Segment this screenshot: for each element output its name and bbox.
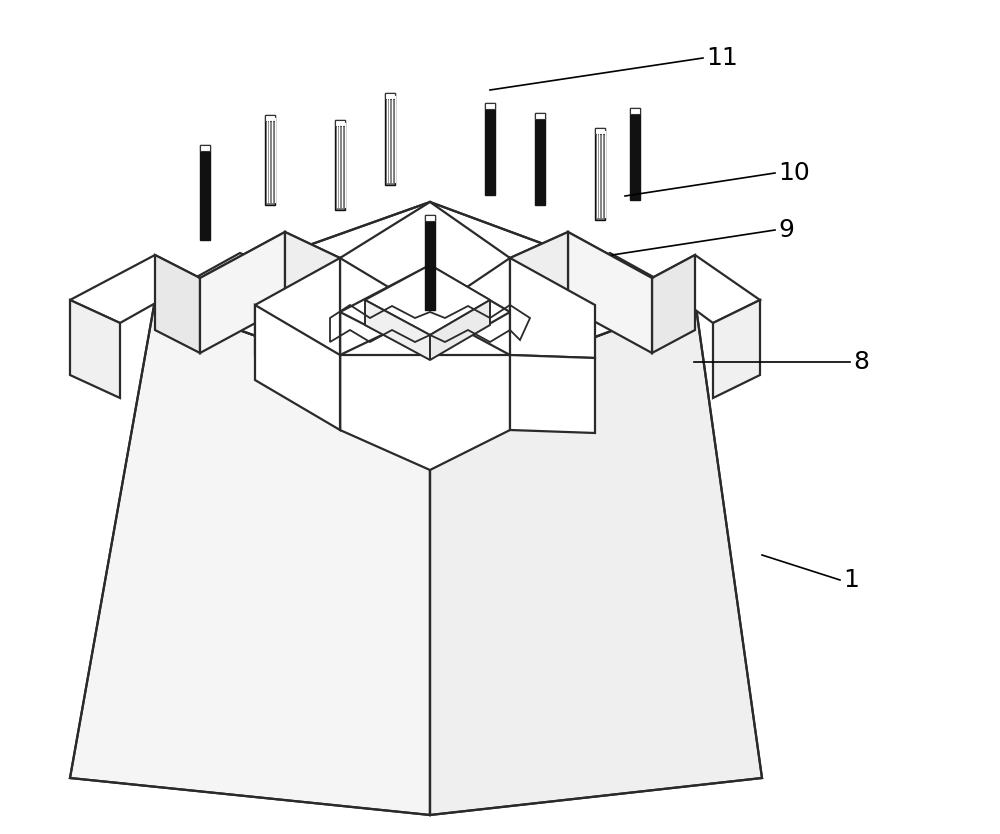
Polygon shape bbox=[155, 253, 285, 320]
Polygon shape bbox=[652, 255, 695, 353]
Polygon shape bbox=[713, 300, 760, 398]
Polygon shape bbox=[535, 113, 545, 205]
Polygon shape bbox=[510, 232, 652, 305]
Polygon shape bbox=[630, 108, 640, 114]
Polygon shape bbox=[340, 265, 510, 358]
Polygon shape bbox=[595, 128, 605, 220]
Polygon shape bbox=[510, 258, 595, 358]
Polygon shape bbox=[70, 300, 120, 398]
Text: 10: 10 bbox=[778, 161, 810, 185]
Polygon shape bbox=[595, 128, 605, 134]
Polygon shape bbox=[70, 255, 200, 323]
Polygon shape bbox=[340, 202, 510, 312]
Text: 8: 8 bbox=[853, 350, 869, 374]
Polygon shape bbox=[485, 103, 495, 109]
Polygon shape bbox=[70, 300, 430, 815]
Polygon shape bbox=[340, 355, 510, 470]
Polygon shape bbox=[255, 258, 340, 355]
Polygon shape bbox=[385, 93, 395, 99]
Polygon shape bbox=[340, 312, 510, 398]
Polygon shape bbox=[425, 215, 435, 310]
Polygon shape bbox=[652, 255, 760, 323]
Polygon shape bbox=[430, 300, 490, 360]
Polygon shape bbox=[425, 215, 435, 221]
Polygon shape bbox=[510, 232, 568, 333]
Polygon shape bbox=[385, 93, 395, 185]
Polygon shape bbox=[265, 115, 275, 205]
Polygon shape bbox=[335, 120, 345, 126]
Polygon shape bbox=[200, 145, 210, 151]
Polygon shape bbox=[430, 300, 762, 815]
Polygon shape bbox=[630, 108, 640, 200]
Text: 1: 1 bbox=[843, 568, 859, 592]
Polygon shape bbox=[265, 115, 275, 121]
Polygon shape bbox=[365, 265, 490, 335]
Polygon shape bbox=[568, 232, 652, 353]
Polygon shape bbox=[568, 253, 695, 320]
Polygon shape bbox=[200, 145, 210, 240]
Polygon shape bbox=[255, 305, 340, 430]
Polygon shape bbox=[535, 113, 545, 119]
Text: 9: 9 bbox=[778, 218, 794, 242]
Polygon shape bbox=[510, 355, 595, 433]
Text: 11: 11 bbox=[706, 46, 738, 70]
Polygon shape bbox=[200, 232, 340, 305]
Polygon shape bbox=[335, 120, 345, 210]
Polygon shape bbox=[365, 300, 430, 360]
Polygon shape bbox=[155, 202, 695, 398]
Polygon shape bbox=[200, 232, 285, 353]
Polygon shape bbox=[485, 103, 495, 195]
Polygon shape bbox=[285, 232, 340, 333]
Polygon shape bbox=[155, 255, 200, 353]
